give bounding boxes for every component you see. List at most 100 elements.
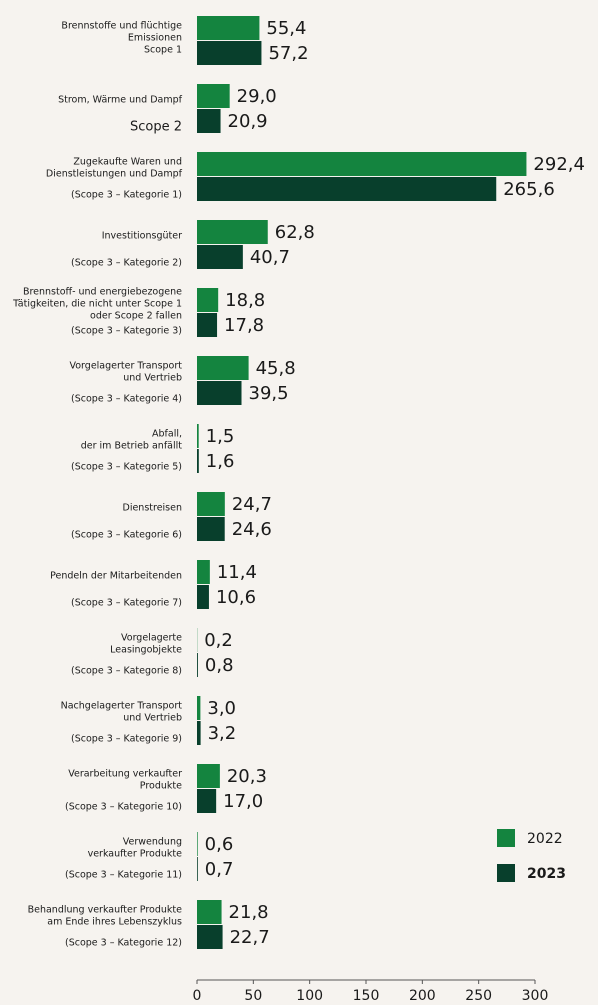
bar (197, 424, 199, 448)
category-label: Dienstleistungen und Dampf (46, 169, 183, 180)
x-tick-label: 50 (244, 988, 262, 1004)
bar (197, 560, 210, 584)
bar (197, 16, 260, 40)
category-label: und Vertrieb (123, 373, 182, 384)
value-label: 10,6 (216, 587, 256, 608)
category-label: Scope 1 (144, 45, 182, 56)
value-label: 1,6 (206, 451, 235, 472)
category-label: (Scope 3 – Kategorie 2) (71, 258, 182, 269)
category-label: Vorgelagerte (121, 633, 182, 644)
x-tick-label: 300 (522, 988, 549, 1004)
bar (197, 832, 198, 856)
category-label: oder Scope 2 fallen (90, 311, 182, 322)
bar (197, 84, 230, 108)
value-label: 40,7 (250, 247, 290, 268)
category-label: (Scope 3 – Kategorie 10) (65, 802, 182, 813)
value-label: 0,6 (205, 834, 234, 855)
bar (197, 925, 223, 949)
bar (197, 789, 217, 813)
bar (197, 653, 198, 677)
bar (197, 857, 198, 881)
legend-label: 2022 (527, 831, 563, 847)
value-label: 20,3 (227, 766, 267, 787)
category-label: und Vertrieb (123, 713, 182, 724)
category-label: Dienstreisen (123, 503, 183, 514)
bar (197, 517, 225, 541)
category-label: Verwendung (123, 837, 182, 848)
category-label: Tätigkeiten, die nicht unter Scope 1 (12, 299, 182, 310)
bar (197, 177, 497, 201)
category-label: Leasingobjekte (110, 645, 182, 656)
bar (197, 41, 262, 65)
value-label: 3,0 (207, 698, 236, 719)
value-label: 1,5 (206, 426, 235, 447)
value-label: 22,7 (230, 927, 270, 948)
bar (197, 900, 222, 924)
bar (197, 721, 201, 745)
category-label: am Ende ihres Lebenszyklus (47, 917, 182, 928)
bar (197, 492, 225, 516)
category-label: Investitionsgüter (102, 231, 182, 242)
value-label: 45,8 (256, 358, 296, 379)
bar (197, 245, 243, 269)
value-label: 21,8 (229, 902, 269, 923)
value-label: 17,8 (224, 315, 264, 336)
value-label: 265,6 (503, 179, 555, 200)
bar (197, 220, 268, 244)
category-label: Brennstoff- und energiebezogene (23, 287, 182, 298)
category-label: Produkte (140, 781, 182, 792)
value-label: 0,2 (204, 630, 233, 651)
value-label: 18,8 (225, 290, 265, 311)
bar (197, 449, 199, 473)
category-label: (Scope 3 – Kategorie 4) (71, 394, 182, 405)
x-tick-label: 200 (409, 988, 436, 1004)
legend-label: 2023 (527, 866, 566, 882)
category-label: (Scope 3 – Kategorie 5) (71, 462, 182, 473)
category-label: (Scope 3 – Kategorie 9) (71, 734, 182, 745)
category-label: Vorgelagerter Transport (69, 361, 182, 372)
bar (197, 288, 219, 312)
x-tick-label: 0 (193, 988, 202, 1004)
x-tick-label: 250 (465, 988, 492, 1004)
category-label: Zugekaufte Waren und (73, 157, 182, 168)
value-label: 29,0 (237, 86, 277, 107)
bar (197, 585, 209, 609)
value-label: 62,8 (275, 222, 315, 243)
value-label: 24,7 (232, 494, 272, 515)
category-label: Behandlung verkaufter Produkte (28, 905, 183, 916)
value-label: 11,4 (217, 562, 257, 583)
category-label: Scope 2 (130, 120, 182, 135)
bar (197, 696, 201, 720)
category-label: Verarbeitung verkaufter (68, 769, 182, 780)
legend-swatch (497, 864, 515, 882)
category-label: (Scope 3 – Kategorie 1) (71, 190, 182, 201)
category-label: der im Betrieb anfällt (81, 441, 183, 452)
category-label: (Scope 3 – Kategorie 3) (71, 326, 182, 337)
value-label: 24,6 (232, 519, 272, 540)
category-label: Emissionen (128, 33, 182, 44)
category-label: Abfall, (152, 429, 182, 440)
value-label: 292,4 (533, 154, 585, 175)
category-label: Strom, Wärme und Dampf (58, 95, 183, 106)
value-label: 39,5 (249, 383, 289, 404)
value-label: 55,4 (266, 18, 306, 39)
bar (197, 356, 249, 380)
x-tick-label: 100 (296, 988, 323, 1004)
category-label: Nachgelagerter Transport (61, 701, 183, 712)
category-label: (Scope 3 – Kategorie 11) (65, 870, 182, 881)
bar (197, 152, 527, 176)
category-label: Pendeln der Mitarbeitenden (50, 571, 182, 582)
category-label: (Scope 3 – Kategorie 12) (65, 938, 182, 949)
value-label: 17,0 (223, 791, 263, 812)
value-label: 20,9 (228, 111, 268, 132)
value-label: 57,2 (268, 43, 308, 64)
value-label: 3,2 (208, 723, 237, 744)
category-label: verkaufter Produkte (88, 849, 183, 860)
bar (197, 109, 221, 133)
value-label: 0,7 (205, 859, 234, 880)
category-label: Brennstoffe und flüchtige (61, 21, 182, 32)
bar (197, 764, 220, 788)
x-tick-label: 150 (353, 988, 380, 1004)
